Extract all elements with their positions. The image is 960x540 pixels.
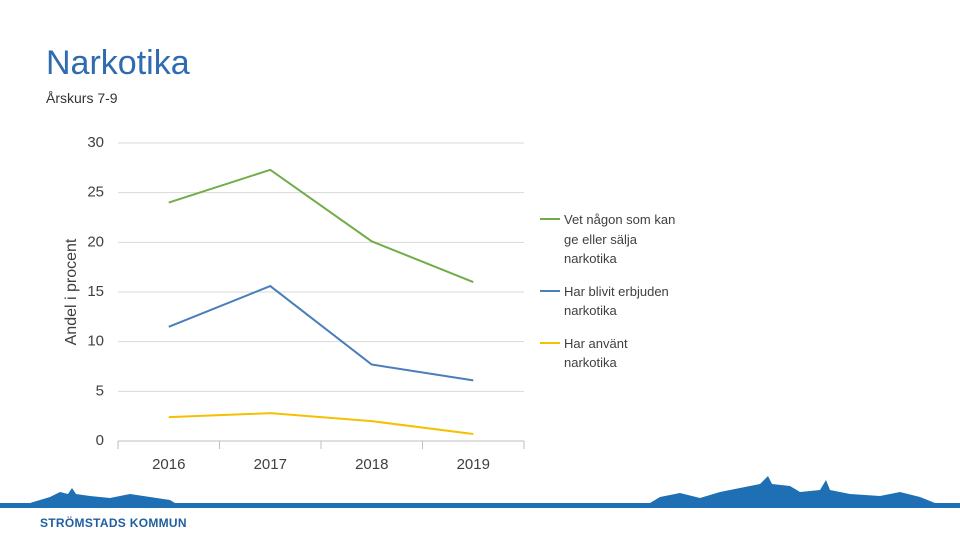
legend-item: Har blivit erbjuden narkotika bbox=[540, 282, 690, 321]
title: Narkotika bbox=[46, 44, 190, 82]
x-tick-label: 2019 bbox=[457, 456, 490, 473]
skyline bbox=[0, 476, 960, 508]
legend-swatch bbox=[540, 289, 560, 292]
legend-swatch bbox=[540, 341, 560, 344]
legend-label: Vet någon som kan ge eller sälja narkoti… bbox=[564, 212, 676, 266]
x-tick-label: 2016 bbox=[152, 456, 185, 473]
legend-label: Har använt narkotika bbox=[564, 335, 628, 371]
legend-item: Vet någon som kan ge eller sälja narkoti… bbox=[540, 210, 690, 269]
x-tick-label: 2018 bbox=[355, 456, 388, 473]
series-line bbox=[168, 284, 474, 382]
y-tick-label: 0 bbox=[96, 432, 104, 449]
subtitle: Årskurs 7-9 bbox=[46, 90, 118, 106]
series-line bbox=[168, 412, 474, 436]
legend-item: Har använt narkotika bbox=[540, 334, 690, 373]
y-tick-label: 5 bbox=[96, 382, 104, 399]
series-line bbox=[168, 168, 474, 283]
y-tick-label: 25 bbox=[87, 184, 104, 201]
legend-label: Har blivit erbjuden narkotika bbox=[564, 283, 669, 319]
x-tick-label: 2017 bbox=[254, 456, 287, 473]
y-tick-label: 30 bbox=[87, 134, 104, 151]
legend: Vet någon som kan ge eller sälja narkoti… bbox=[540, 210, 690, 386]
legend-swatch bbox=[540, 218, 560, 220]
y-tick-label: 15 bbox=[87, 283, 104, 300]
y-tick-label: 20 bbox=[87, 233, 104, 250]
y-tick-label: 10 bbox=[87, 333, 104, 350]
footer: STRÖMSTADS KOMMUN bbox=[40, 516, 187, 530]
y-axis-label: Andel i procent bbox=[63, 238, 80, 345]
